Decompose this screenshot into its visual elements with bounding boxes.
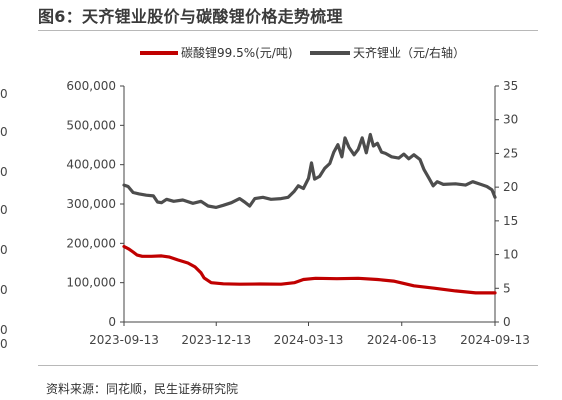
y-left-tick-label: 600,000 (66, 79, 116, 93)
y-left-tick-label: 300,000 (66, 197, 116, 211)
cropped-glyph: 0 (0, 337, 8, 351)
legend-label: 天齐锂业（元/右轴） (353, 45, 465, 60)
top-divider (38, 30, 538, 31)
source-note: 资料来源：同花顺，民生证券研究院 (46, 382, 239, 396)
x-tick-label: 2023-12-13 (181, 333, 251, 347)
y-right-tick-label: 35 (503, 79, 518, 93)
lithium-carbonate-price-line (122, 244, 497, 295)
y-left-tick-label: 400,000 (66, 158, 116, 172)
x-tick-label: 2024-06-13 (367, 333, 437, 347)
cropped-glyph: 0 (0, 165, 8, 179)
y-right-tick-label: 20 (503, 180, 518, 194)
y-right-tick-label: 10 (503, 248, 518, 262)
cropped-glyph: 0 (0, 323, 8, 337)
cropped-glyph: 0 (0, 87, 8, 101)
cropped-glyph: 0 (0, 243, 8, 257)
y-right-tick-label: 5 (503, 281, 511, 295)
x-tick-label: 2024-09-13 (460, 333, 530, 347)
cropped-glyph: 0 (0, 203, 8, 217)
bottom-divider (38, 365, 538, 366)
legend-label: 碳酸锂99.5%(元/吨) (181, 45, 293, 60)
series-layer (122, 132, 497, 295)
chart-title: 图6：天齐锂业股价与碳酸锂价格走势梳理 (38, 7, 343, 26)
cropped-glyph: 0 (0, 283, 8, 297)
y-right-tick-label: 0 (503, 315, 511, 329)
y-left-tick-label: 100,000 (66, 276, 116, 290)
y-right-tick-label: 30 (503, 113, 518, 127)
legend: 碳酸锂99.5%(元/吨) 天齐锂业（元/右轴） (140, 45, 465, 60)
cropped-glyph: 0 (0, 125, 8, 139)
axes: 0 100,000 200,000 300,000 400,000 500,000 600,… (66, 79, 530, 347)
y-right-tick-label: 25 (503, 146, 518, 160)
tianqi-share-price-line (122, 132, 497, 209)
y-left-tick-label: 500,000 (66, 118, 116, 132)
x-tick-label: 2024-03-13 (274, 333, 344, 347)
y-left-tick-label: 200,000 (66, 236, 116, 250)
x-tick-label: 2023-09-13 (89, 333, 159, 347)
y-left-tick-label: 0 (108, 315, 116, 329)
y-right-tick-label: 15 (503, 214, 518, 228)
